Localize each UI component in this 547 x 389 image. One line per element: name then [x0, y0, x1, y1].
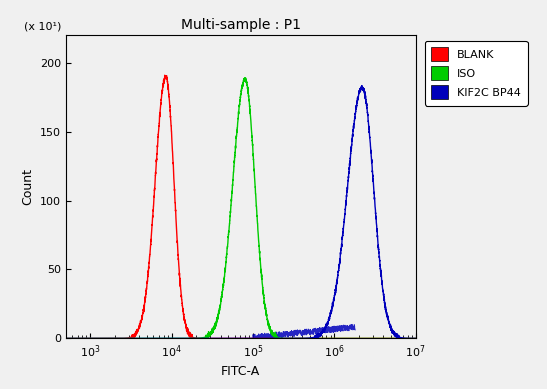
X-axis label: FITC-A: FITC-A	[221, 365, 260, 378]
Text: (x 10¹): (x 10¹)	[24, 22, 61, 32]
Y-axis label: Count: Count	[21, 168, 34, 205]
Title: Multi-sample : P1: Multi-sample : P1	[181, 18, 301, 32]
Legend: BLANK, ISO, KIF2C BP44: BLANK, ISO, KIF2C BP44	[425, 40, 527, 106]
